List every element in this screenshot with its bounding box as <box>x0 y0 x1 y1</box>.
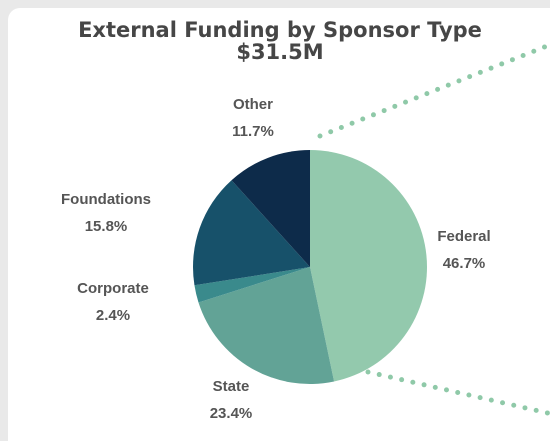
slice-category-label: Corporate <box>77 280 149 297</box>
slice-category-label: Federal <box>437 228 490 245</box>
chart-title: External Funding by Sponsor Type <box>78 18 482 42</box>
pie-slice <box>231 150 310 267</box>
slice-category-label: State <box>213 378 250 395</box>
slice-value-label: 46.7% <box>443 255 486 272</box>
pie <box>192 150 427 384</box>
connector-line <box>365 369 550 417</box>
connector-line <box>317 42 550 139</box>
pie-slice <box>310 150 427 382</box>
pie-slice <box>194 267 310 303</box>
slice-category-label: Foundations <box>61 191 151 208</box>
pie-slice <box>192 180 310 286</box>
slice-value-label: 11.7% <box>232 123 274 140</box>
slice-value-label: 15.8% <box>85 218 128 235</box>
slice-value-label: 23.4% <box>210 405 253 422</box>
pie-slice <box>198 267 335 384</box>
slice-category-label: Other <box>233 96 273 113</box>
chart-subtitle: $31.5M <box>236 40 323 64</box>
slice-value-label: 2.4% <box>96 307 130 324</box>
